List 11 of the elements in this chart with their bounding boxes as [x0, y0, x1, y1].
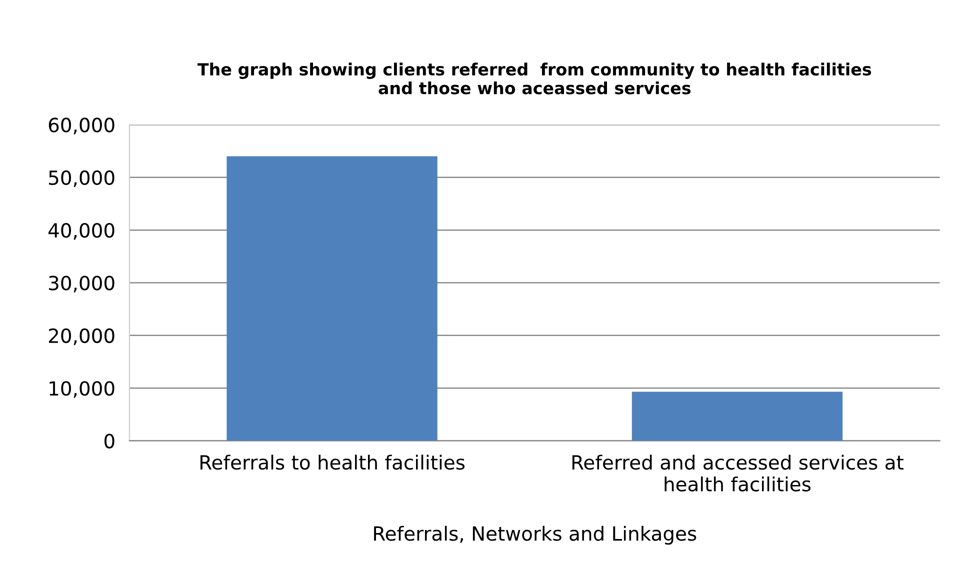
x-axis-title: Referrals, Networks and Linkages — [374, 526, 696, 545]
y-tick-label: 50,000 — [49, 170, 114, 188]
x-tick-label: Referrals to health facilities — [200, 454, 465, 470]
chart-title: The graph showing clients referred from community to health facilities and those who aceassed services — [198, 62, 872, 94]
y-tick-label: 60,000 — [48, 118, 114, 134]
y-tick-label: 30,000 — [49, 276, 114, 292]
y-tick-label: 40,000 — [48, 223, 114, 240]
y-tick-label: 0 — [104, 434, 114, 448]
y-tick-label: 10,000 — [50, 381, 114, 398]
y-tick-label: 20,000 — [48, 328, 114, 346]
x-tick-label: Referred and accessed services at health facilities — [572, 454, 904, 492]
